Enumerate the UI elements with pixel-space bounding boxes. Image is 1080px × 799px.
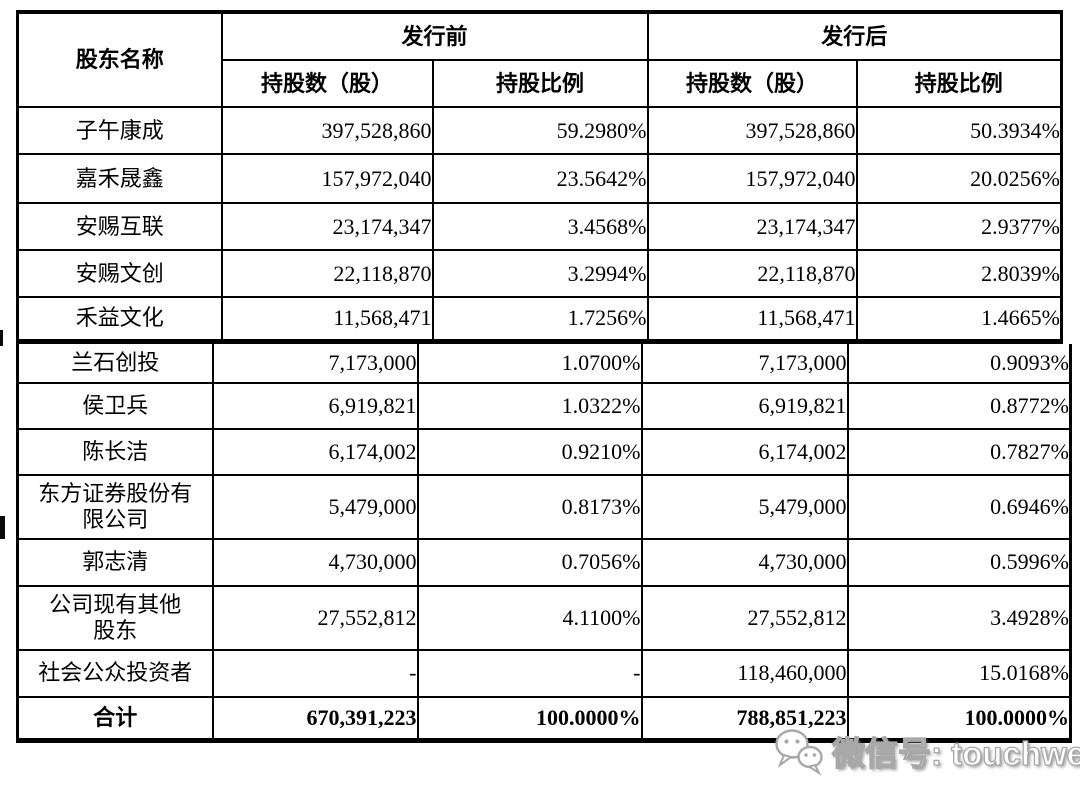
cell-post-ratio: 15.0168% xyxy=(846,648,1072,698)
cell-pre-ratio: 1.7256% xyxy=(431,296,649,342)
cell-post-shares: 27,552,812 xyxy=(640,584,849,651)
cell-pre-ratio: 3.2994% xyxy=(431,249,649,298)
wechat-icon xyxy=(775,729,823,776)
cell-shareholder-name: 郭志清 xyxy=(16,537,214,587)
shareholders-table: 股东名称 发行前 发行后 持股数（股） 持股比例 持股数（股） 持股比例 子午康… xyxy=(16,10,1072,743)
cell-shareholder-name: 侯卫兵 xyxy=(16,381,214,430)
table-row: 社会公众投资者 - - 118,460,000 15.0168% xyxy=(16,648,1072,698)
cell-pre-shares: 11,568,471 xyxy=(220,296,434,342)
cell-post-ratio: 0.6946% xyxy=(846,473,1072,540)
cell-shareholder-name: 兰石创投 xyxy=(16,343,214,384)
cell-pre-ratio: 4.1100% xyxy=(416,584,643,651)
cell-total-post-shares: 788,851,223 xyxy=(640,695,849,742)
cell-post-shares: 397,528,860 xyxy=(646,106,858,155)
cell-post-ratio: 0.9093% xyxy=(846,343,1072,384)
cell-shareholder-name: 公司现有其他 股东 xyxy=(16,584,214,651)
cell-total-pre-ratio: 100.0000% xyxy=(416,695,643,742)
cell-total-pre-shares: 670,391,223 xyxy=(211,695,419,742)
cell-total-post-ratio: 100.0000% xyxy=(846,695,1072,742)
table-row: 东方证券股份有 限公司 5,479,000 0.8173% 5,479,000 … xyxy=(16,473,1072,540)
header-pre-shares: 持股数（股） xyxy=(220,59,434,108)
cell-pre-shares: 397,528,860 xyxy=(220,106,434,155)
cell-shareholder-name: 安赐文创 xyxy=(16,249,223,298)
cell-post-shares: 5,479,000 xyxy=(640,473,849,540)
cell-shareholder-name: 陈长洁 xyxy=(16,427,214,476)
header-row-groups: 股东名称 发行前 发行后 xyxy=(16,11,1063,108)
cell-pre-ratio: 0.9210% xyxy=(416,427,643,476)
table-row: 侯卫兵 6,919,821 1.0322% 6,919,821 0.8772% xyxy=(16,381,1072,430)
total-row: 合计 670,391,223 100.0000% 788,851,223 100… xyxy=(16,695,1072,742)
cell-pre-ratio: 3.4568% xyxy=(431,202,649,251)
cell-pre-shares: - xyxy=(211,648,419,698)
cell-post-shares: 6,174,002 xyxy=(640,427,849,476)
header-post-issue: 发行后 xyxy=(646,11,1063,61)
table-row: 子午康成 397,528,860 59.2980% 397,528,860 50… xyxy=(16,106,1063,155)
cell-post-ratio: 3.4928% xyxy=(846,584,1072,651)
scan-artifact xyxy=(0,330,3,346)
cell-post-shares: 22,118,870 xyxy=(646,249,858,298)
header-row-columns: 持股数（股） 持股比例 持股数（股） 持股比例 xyxy=(18,59,1063,108)
cell-post-shares: 157,972,040 xyxy=(646,153,858,204)
cell-pre-shares: 4,730,000 xyxy=(211,537,419,587)
cell-total-label: 合计 xyxy=(16,695,214,742)
cell-shareholder-name: 嘉禾晟鑫 xyxy=(16,153,223,204)
cell-post-shares: 23,174,347 xyxy=(646,202,858,251)
scan-artifact xyxy=(0,516,5,539)
cell-post-ratio: 1.4665% xyxy=(855,296,1063,342)
cell-post-ratio: 2.8039% xyxy=(855,249,1063,298)
table-row: 禾益文化 11,568,471 1.7256% 11,568,471 1.466… xyxy=(16,296,1063,342)
table-row: 兰石创投 7,173,000 1.0700% 7,173,000 0.9093% xyxy=(16,343,1072,384)
header-shareholder-name: 股东名称 xyxy=(16,11,223,108)
table-row: 公司现有其他 股东 27,552,812 4.1100% 27,552,812 … xyxy=(16,584,1072,651)
header-pre-ratio: 持股比例 xyxy=(431,59,649,108)
cell-pre-ratio: - xyxy=(416,648,643,698)
cell-pre-shares: 22,118,870 xyxy=(220,249,434,298)
header-pre-issue: 发行前 xyxy=(220,11,649,61)
table-row: 郭志清 4,730,000 0.7056% 4,730,000 0.5996% xyxy=(16,537,1072,587)
cell-post-shares: 4,730,000 xyxy=(640,537,849,587)
cell-shareholder-name: 安赐互联 xyxy=(16,202,223,251)
cell-post-ratio: 0.7827% xyxy=(846,427,1072,476)
cell-pre-ratio: 0.8173% xyxy=(416,473,643,540)
cell-pre-ratio: 0.7056% xyxy=(416,537,643,587)
table-row: 安赐互联 23,174,347 3.4568% 23,174,347 2.937… xyxy=(16,202,1063,251)
cell-pre-shares: 5,479,000 xyxy=(211,473,419,540)
header-post-shares: 持股数（股） xyxy=(646,59,858,108)
cell-pre-ratio: 1.0700% xyxy=(416,343,643,384)
table-row: 陈长洁 6,174,002 0.9210% 6,174,002 0.7827% xyxy=(16,427,1072,476)
cell-pre-shares: 6,919,821 xyxy=(211,381,419,430)
cell-post-shares: 11,568,471 xyxy=(646,296,858,342)
cell-shareholder-name: 社会公众投资者 xyxy=(16,648,214,698)
cell-pre-ratio: 59.2980% xyxy=(431,106,649,155)
table-row: 安赐文创 22,118,870 3.2994% 22,118,870 2.803… xyxy=(16,249,1063,298)
cell-post-ratio: 0.5996% xyxy=(846,537,1072,587)
cell-post-ratio: 2.9377% xyxy=(855,202,1063,251)
cell-shareholder-name: 禾益文化 xyxy=(16,296,223,342)
cell-pre-shares: 157,972,040 xyxy=(220,153,434,204)
cell-post-ratio: 0.8772% xyxy=(846,381,1072,430)
shareholders-table-upper: 股东名称 发行前 发行后 持股数（股） 持股比例 持股数（股） 持股比例 子午康… xyxy=(16,10,1063,344)
cell-pre-shares: 7,173,000 xyxy=(211,343,419,384)
cell-post-shares: 6,919,821 xyxy=(640,381,849,430)
watermark: 微信号: touchweb xyxy=(772,724,1080,778)
cell-post-ratio: 50.3934% xyxy=(855,106,1063,155)
cell-pre-shares: 6,174,002 xyxy=(211,427,419,476)
cell-pre-shares: 27,552,812 xyxy=(211,584,419,651)
table-row: 嘉禾晟鑫 157,972,040 23.5642% 157,972,040 20… xyxy=(16,153,1063,204)
cell-pre-shares: 23,174,347 xyxy=(220,202,434,251)
header-post-ratio: 持股比例 xyxy=(855,59,1063,108)
shareholders-table-lower: 兰石创投 7,173,000 1.0700% 7,173,000 0.9093%… xyxy=(16,343,1072,743)
cell-shareholder-name: 子午康成 xyxy=(16,106,223,155)
cell-pre-ratio: 23.5642% xyxy=(431,153,649,204)
cell-post-ratio: 20.0256% xyxy=(855,153,1063,204)
cell-post-shares: 118,460,000 xyxy=(640,648,849,698)
cell-pre-ratio: 1.0322% xyxy=(416,381,643,430)
watermark-text: 微信号: touchweb xyxy=(831,734,1080,772)
cell-shareholder-name: 东方证券股份有 限公司 xyxy=(16,473,214,540)
cell-post-shares: 7,173,000 xyxy=(640,343,849,384)
